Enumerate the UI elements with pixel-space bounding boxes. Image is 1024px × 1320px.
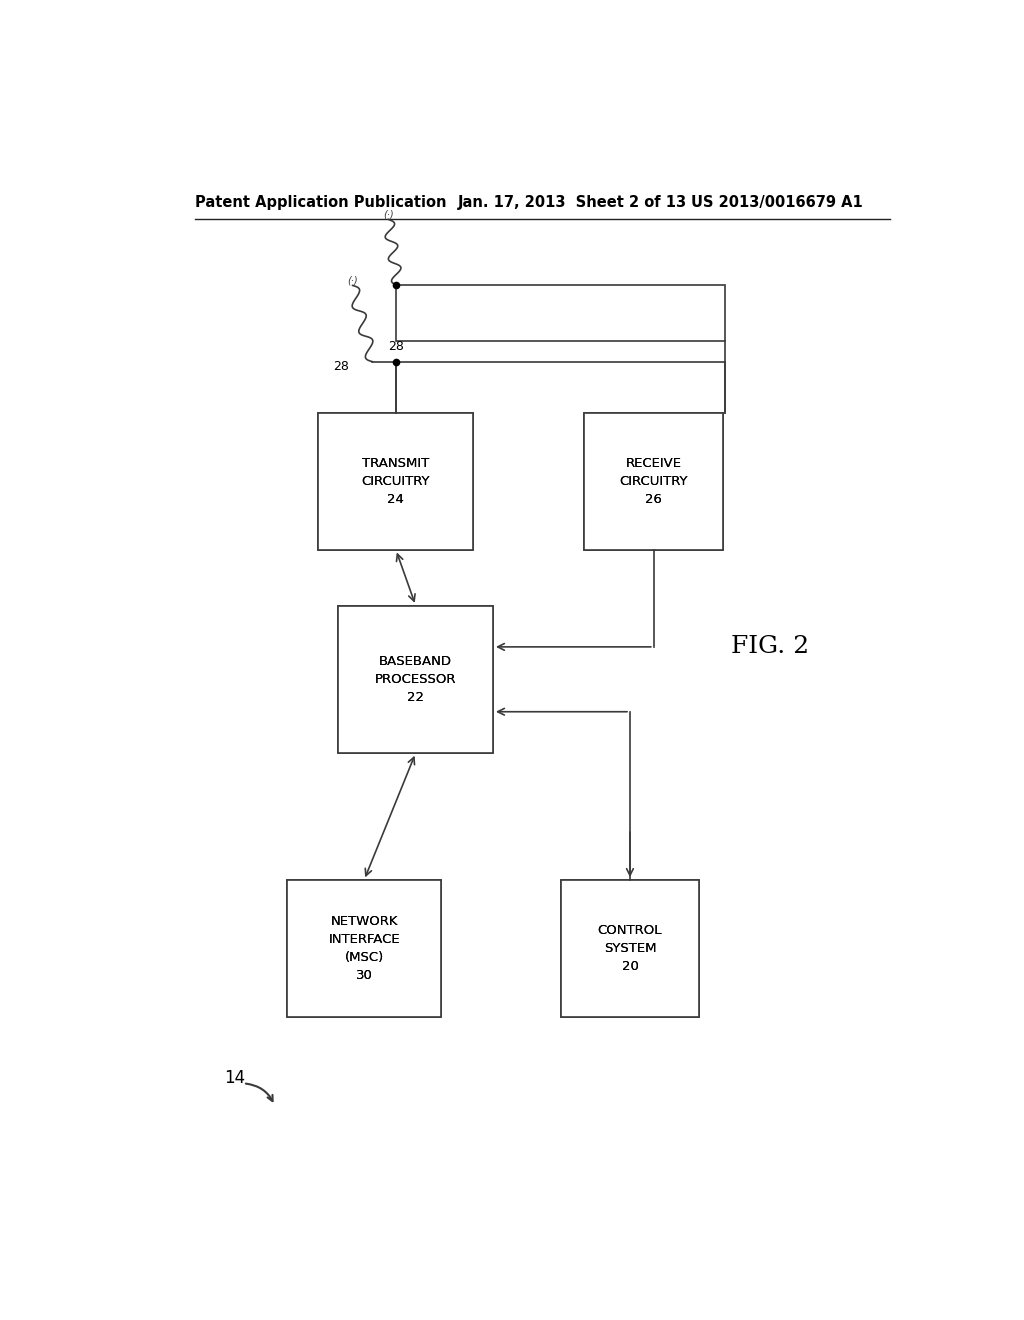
Text: (·): (·) (383, 210, 393, 219)
Text: US 2013/0016679 A1: US 2013/0016679 A1 (691, 194, 863, 210)
Text: 28: 28 (388, 341, 404, 352)
Text: NETWORK
INTERFACE
(MSC)
30: NETWORK INTERFACE (MSC) 30 (329, 915, 400, 982)
Bar (338, 606, 494, 752)
Text: CONTROL
SYSTEM
20: CONTROL SYSTEM 20 (598, 924, 663, 973)
Text: Jan. 17, 2013  Sheet 2 of 13: Jan. 17, 2013 Sheet 2 of 13 (458, 194, 686, 210)
Text: TRANSMIT
CIRCUITRY
24: TRANSMIT CIRCUITRY 24 (361, 457, 430, 506)
Text: (·): (·) (347, 276, 358, 285)
Bar (318, 413, 473, 549)
Bar (560, 880, 699, 1018)
Bar (287, 880, 441, 1018)
Text: BASEBAND
PROCESSOR
22: BASEBAND PROCESSOR 22 (375, 655, 457, 704)
Text: Patent Application Publication: Patent Application Publication (196, 194, 446, 210)
Bar (287, 880, 441, 1018)
Text: FIG. 2: FIG. 2 (731, 635, 809, 657)
Text: 28: 28 (333, 360, 348, 374)
Bar (560, 880, 699, 1018)
Text: RECEIVE
CIRCUITRY
26: RECEIVE CIRCUITRY 26 (620, 457, 688, 506)
Text: 14: 14 (224, 1069, 246, 1088)
Text: TRANSMIT
CIRCUITRY
24: TRANSMIT CIRCUITRY 24 (361, 457, 430, 506)
Bar (585, 413, 723, 549)
Bar (338, 606, 494, 752)
Bar (396, 285, 725, 342)
Text: BASEBAND
PROCESSOR
22: BASEBAND PROCESSOR 22 (375, 655, 457, 704)
Bar (585, 413, 723, 549)
Text: CONTROL
SYSTEM
20: CONTROL SYSTEM 20 (598, 924, 663, 973)
Bar (318, 413, 473, 549)
Text: NETWORK
INTERFACE
(MSC)
30: NETWORK INTERFACE (MSC) 30 (329, 915, 400, 982)
Text: RECEIVE
CIRCUITRY
26: RECEIVE CIRCUITRY 26 (620, 457, 688, 506)
